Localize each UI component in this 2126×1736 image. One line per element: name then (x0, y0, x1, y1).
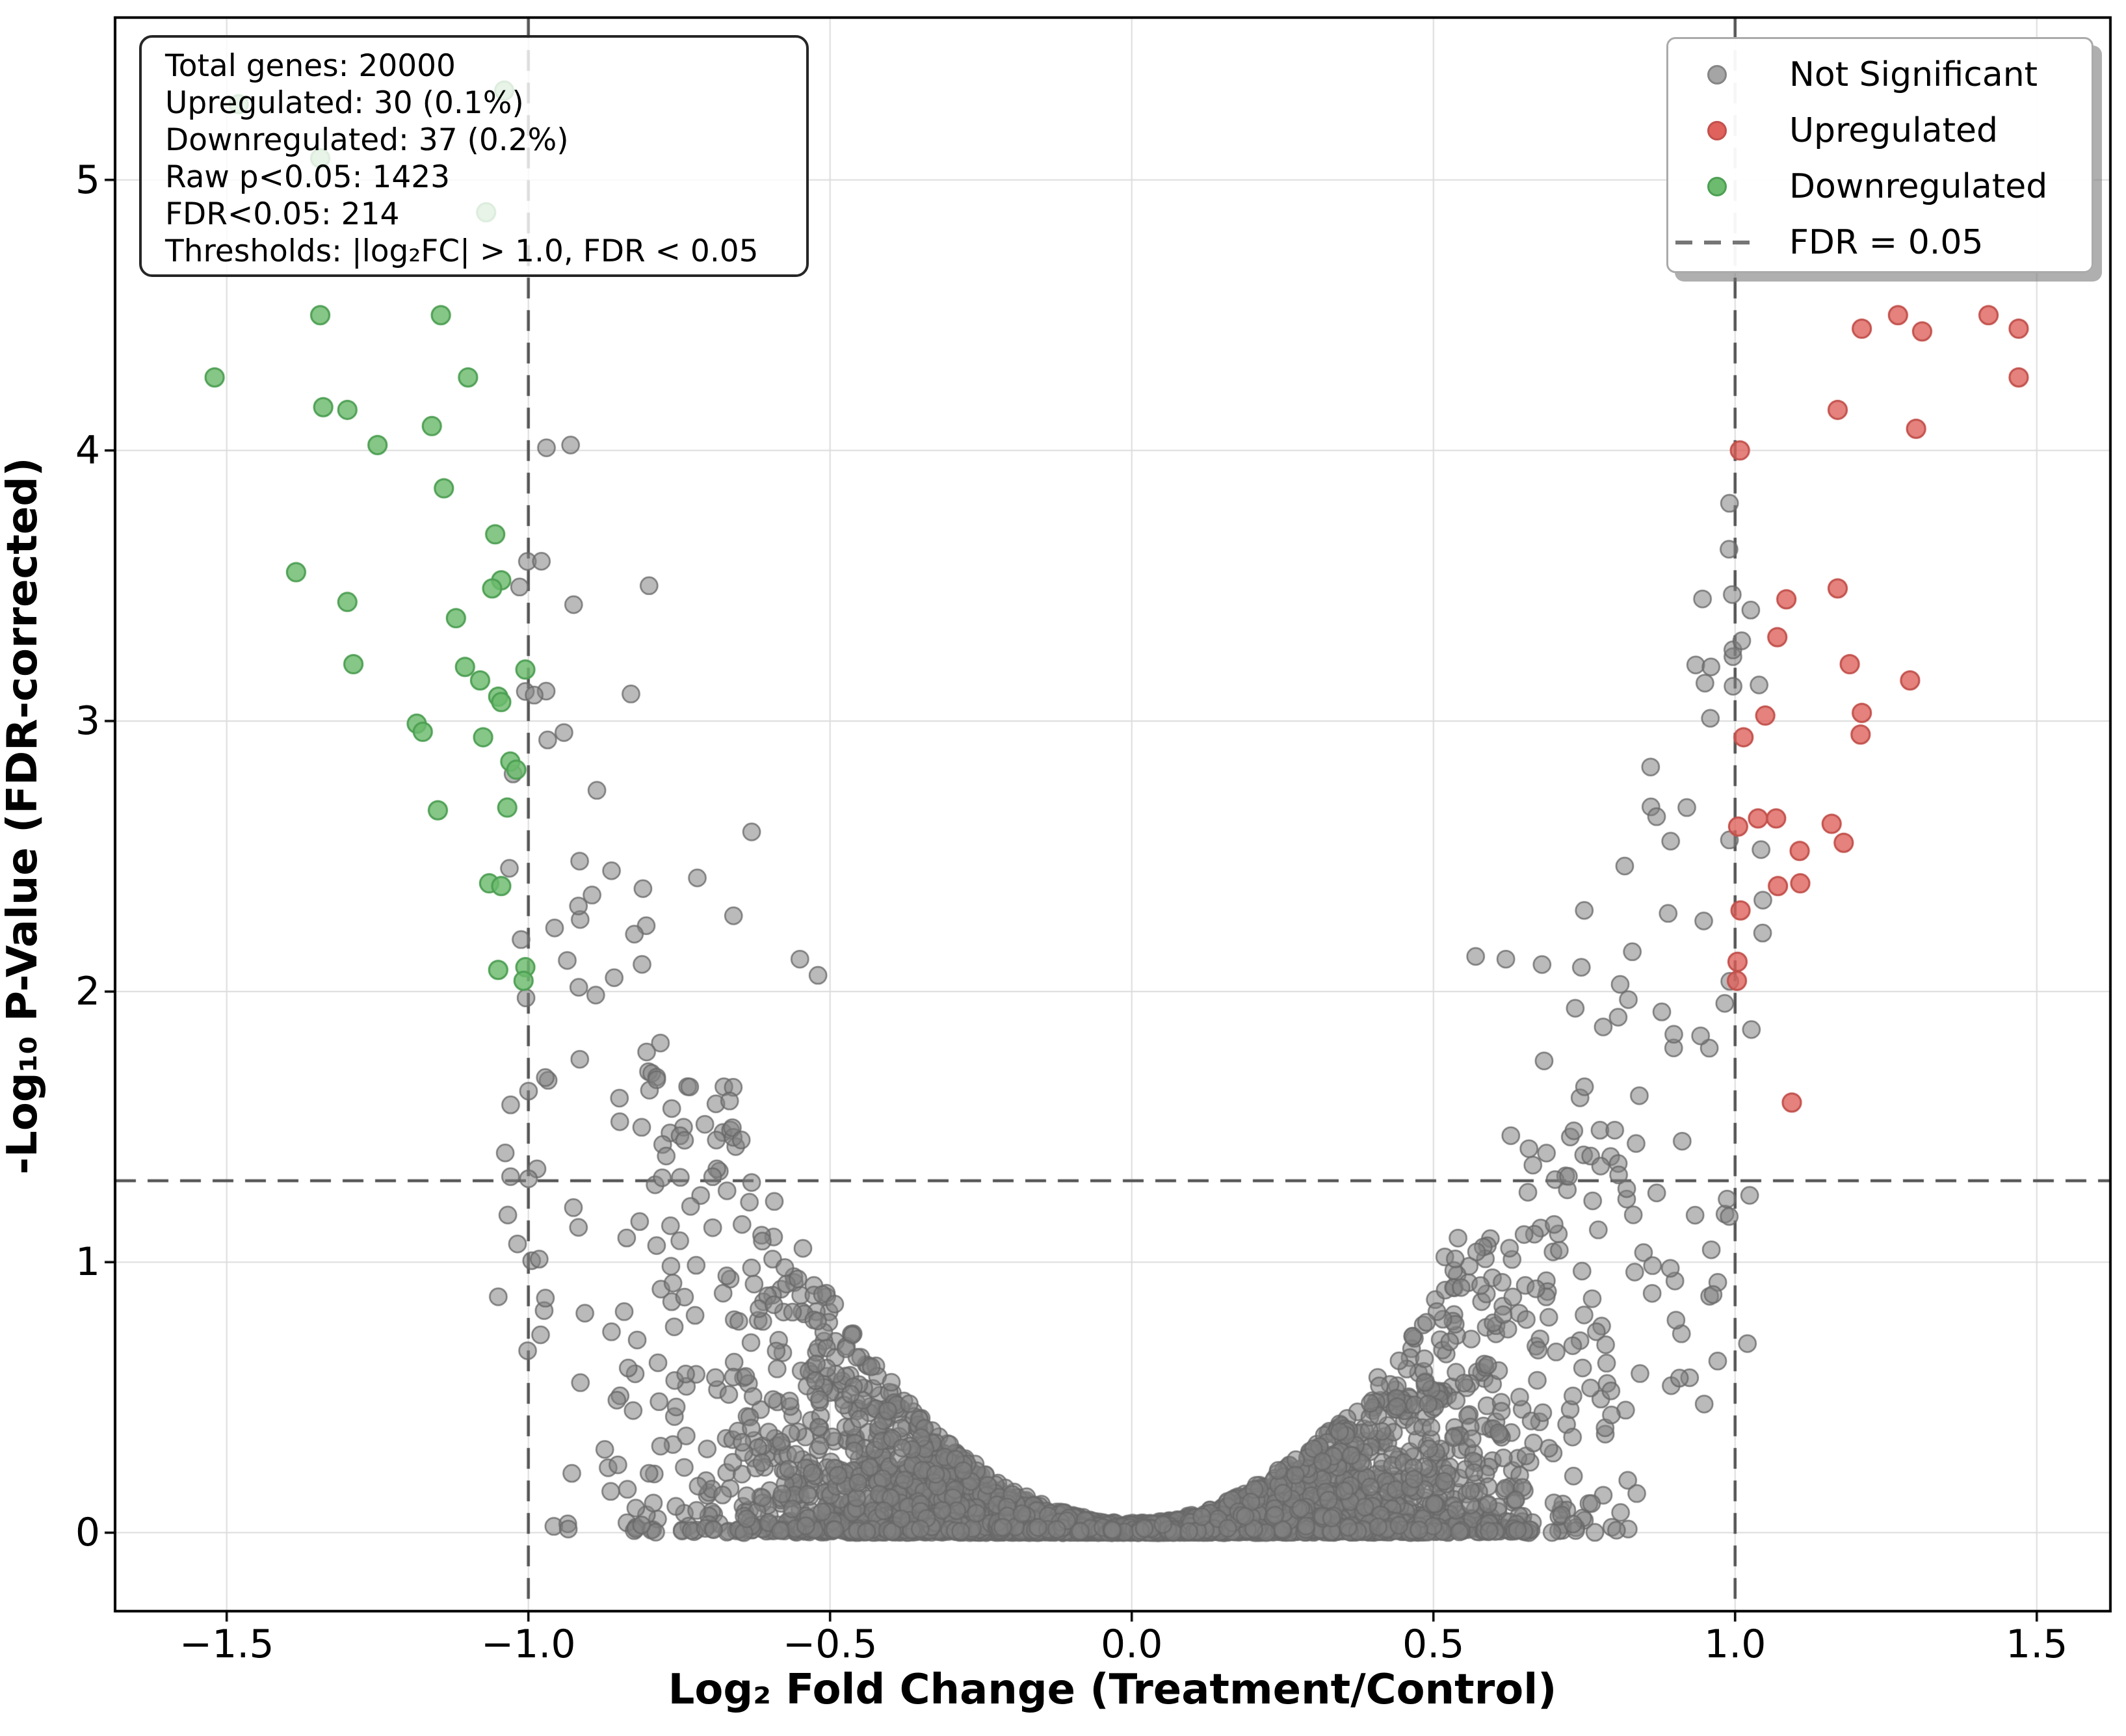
upregulated-dot-icon (1707, 121, 1727, 140)
stats-fdr: FDR<0.05: 214 (165, 196, 400, 232)
legend-item-fdr-line: FDR = 0.05 (1668, 215, 2092, 270)
legend: Not Significant Upregulated Downregulate… (1666, 37, 2093, 273)
stats-total-genes: Total genes: 20000 (165, 48, 456, 84)
stats-raw-p: Raw p<0.05: 1423 (165, 159, 451, 195)
y-tick-label: 1 (75, 1239, 100, 1285)
y-axis-label: -Log₁₀ P-Value (FDR-corrected) (0, 457, 47, 1175)
y-tick-label: 3 (75, 698, 100, 744)
x-tick-label: 1.0 (1704, 1622, 1766, 1667)
x-tick-label: 0.5 (1402, 1622, 1465, 1667)
x-tick-label: 1.5 (2006, 1622, 2068, 1667)
dashed-line-icon (1675, 241, 1759, 244)
stats-upregulated: Upregulated: 30 (0.1%) (165, 85, 524, 121)
stats-thresholds: Thresholds: |log₂FC| > 1.0, FDR < 0.05 (165, 233, 759, 269)
y-tick-label: 0 (75, 1510, 100, 1556)
x-tick-label: −0.5 (782, 1622, 878, 1667)
x-tick-label: 0.0 (1101, 1622, 1163, 1667)
legend-label-not-significant: Not Significant (1789, 55, 2038, 94)
legend-item-downregulated: Downregulated (1668, 159, 2092, 215)
y-tick-label: 5 (75, 157, 100, 203)
not-significant-dot-icon (1707, 65, 1727, 85)
x-tick-label: −1.5 (179, 1622, 274, 1667)
stats-annotation-box: Total genes: 20000 Upregulated: 30 (0.1%… (139, 35, 809, 277)
legend-item-not-significant: Not Significant (1668, 47, 2092, 103)
legend-item-upregulated: Upregulated (1668, 103, 2092, 159)
stats-downregulated: Downregulated: 37 (0.2%) (165, 122, 569, 158)
downregulated-dot-icon (1707, 177, 1727, 196)
legend-label-upregulated: Upregulated (1789, 111, 1998, 150)
x-axis-label: Log₂ Fold Change (Treatment/Control) (668, 1666, 1557, 1714)
y-tick-label: 2 (75, 969, 100, 1015)
legend-label-fdr-line: FDR = 0.05 (1789, 223, 1984, 262)
x-tick-label: −1.0 (480, 1622, 576, 1667)
y-tick-label: 4 (75, 427, 100, 473)
legend-label-downregulated: Downregulated (1789, 167, 2048, 206)
